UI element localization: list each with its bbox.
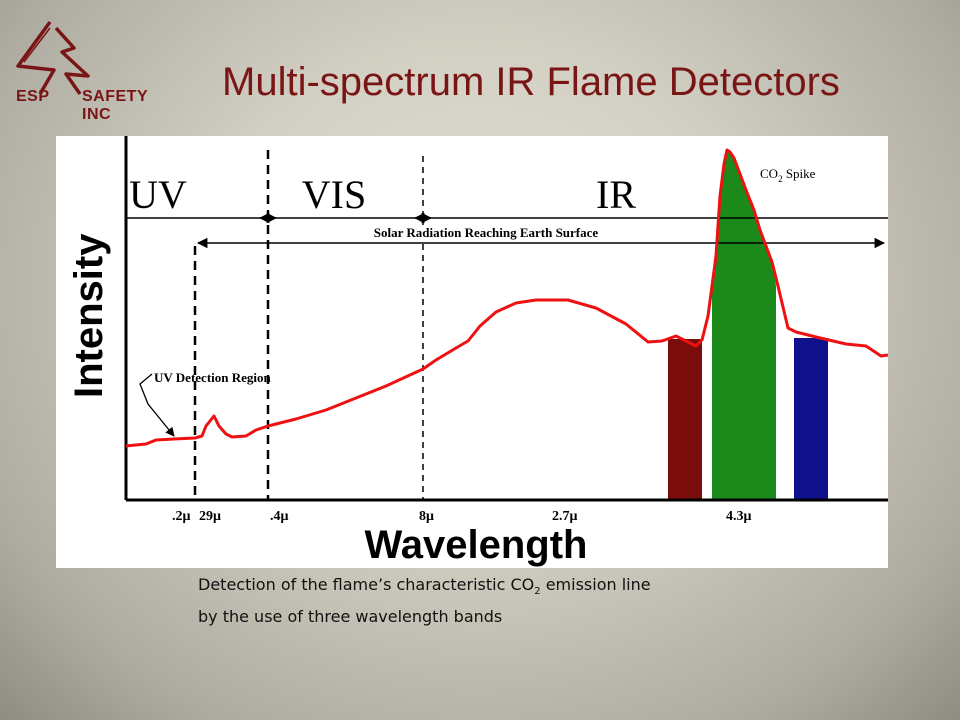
caption-line-2: by the use of three wavelength bands: [198, 607, 503, 627]
uv-detection-pointer: [139, 373, 175, 437]
x-axis-label: Wavelength: [365, 523, 588, 567]
spectrum-diagram-svg: UV VIS IR Solar Radiation Reaching Earth…: [67, 136, 888, 567]
spectrum-diagram: UV VIS IR Solar Radiation Reaching Earth…: [56, 136, 888, 568]
tick-label: 4.3μ: [726, 509, 752, 524]
page-title: Multi-spectrum IR Flame Detectors: [222, 60, 840, 104]
tick-label: 8μ: [419, 509, 434, 524]
tick-label: 2.7μ: [552, 509, 578, 524]
region-label-ir: IR: [596, 172, 636, 217]
tick-label: 29μ: [199, 509, 221, 524]
uv-detection-label: UV Detection Region: [154, 370, 272, 385]
region-label-vis: VIS: [302, 172, 366, 217]
band-2: [712, 286, 776, 500]
emission-curve: [125, 148, 888, 448]
caption-line-1: Detection of the flame’s characteristic …: [198, 575, 651, 598]
logo-mark-icon: [16, 20, 90, 96]
logo-text-esp: ESP: [16, 88, 50, 105]
tick-label: .4μ: [270, 509, 289, 524]
solar-radiation-label: Solar Radiation Reaching Earth Surface: [374, 225, 599, 240]
band-1: [668, 339, 702, 500]
logo-text-safety-inc: SAFETY INC: [82, 88, 148, 123]
tick-label: .2μ: [172, 509, 191, 524]
company-logo: ESP SAFETY INC: [10, 18, 180, 123]
caption: Detection of the flame’s characteristic …: [198, 572, 651, 629]
co2-spike-label: CO2 Spike: [760, 166, 816, 184]
y-axis-label: Intensity: [67, 233, 111, 398]
region-label-uv: UV: [129, 172, 187, 217]
band-3: [794, 338, 828, 500]
